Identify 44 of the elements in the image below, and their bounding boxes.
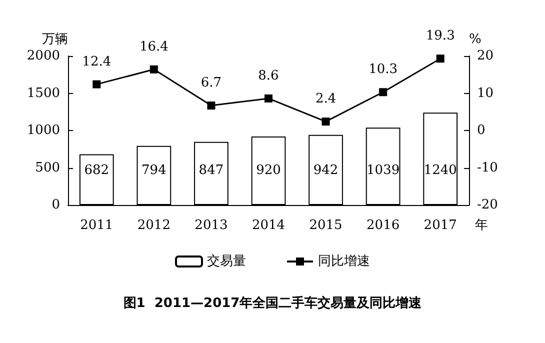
y2-tick-label: 20 <box>477 48 494 64</box>
point <box>379 88 388 96</box>
point <box>207 102 216 110</box>
y2-tick-label: 0 <box>477 123 486 138</box>
data-label: 19.3 <box>426 28 455 44</box>
y-tick-label: 500 <box>35 160 60 176</box>
data-label: 16.4 <box>139 39 168 54</box>
x-axis-title: 年 <box>475 218 488 233</box>
data-label: 1039 <box>366 163 400 178</box>
legend-label: 同比增速 <box>318 254 370 269</box>
data-label: 6.7 <box>200 76 222 91</box>
x-tick-label: 2013 <box>194 218 228 233</box>
point <box>322 118 330 126</box>
x-tick-label: 2012 <box>137 218 170 233</box>
x-tick-label: 2017 <box>424 218 457 233</box>
x-tick-label: 2015 <box>309 218 342 233</box>
data-label: 8.6 <box>258 68 279 84</box>
y-tick-label: 1500 <box>26 86 60 101</box>
data-label: 12.4 <box>82 54 112 70</box>
y-tick-label: 1000 <box>26 123 60 138</box>
y2-tick-label: -20 <box>477 198 498 212</box>
data-label: 1240 <box>424 163 457 178</box>
text: 图1 2011—2017年全国二手车交易量及同比增速 <box>123 295 423 311</box>
point <box>92 80 101 88</box>
y2-tick-label: 10 <box>477 86 494 101</box>
data-label: 942 <box>313 163 338 178</box>
point <box>150 65 158 74</box>
data-label: 10.3 <box>368 62 398 78</box>
y-tick-label: 2000 <box>26 48 60 64</box>
x-tick-label: 2011 <box>80 218 114 233</box>
legend-label: 交易量 <box>207 253 246 269</box>
point <box>436 54 444 63</box>
data-label: 682 <box>84 163 110 178</box>
data-label: 2.4 <box>315 92 336 107</box>
data-label: 920 <box>256 163 281 178</box>
y2-axis-title: % <box>469 32 482 47</box>
y-axis-title: 万辆 <box>42 32 68 47</box>
x-tick-label: 2016 <box>366 218 400 233</box>
point <box>264 94 272 102</box>
data-label: 794 <box>142 163 166 178</box>
data-label: 847 <box>198 163 224 178</box>
y2-tick-label: -10 <box>477 160 498 176</box>
y-tick-label: 0 <box>52 198 60 212</box>
x-tick-label: 2014 <box>252 218 286 233</box>
